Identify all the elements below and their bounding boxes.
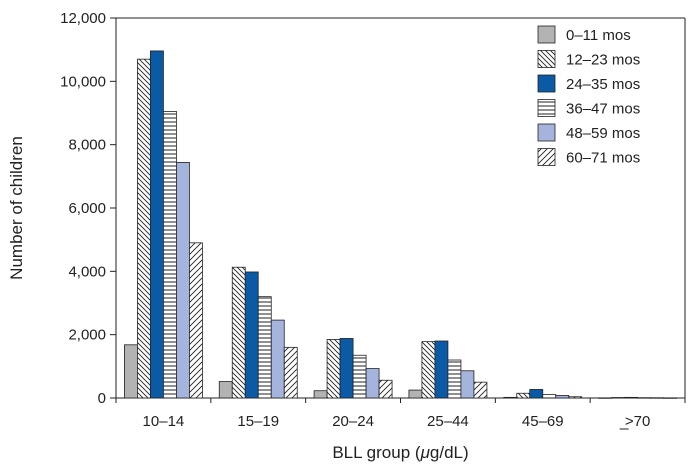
bar: [283, 346, 298, 399]
y-tick-label: 4,000: [68, 263, 106, 280]
bar: [663, 397, 677, 399]
bar: [421, 341, 436, 399]
x-tick-label: 15–19: [237, 413, 279, 430]
bar: [352, 354, 367, 399]
x-tick-label: 10–14: [143, 413, 185, 430]
bar: [516, 392, 531, 399]
y-axis-title: Number of children: [7, 136, 26, 280]
legend-swatch: [537, 123, 556, 142]
bar: [326, 339, 341, 399]
bar: [542, 394, 557, 399]
bar: [473, 381, 488, 399]
x-tick-label: 45–69: [522, 413, 564, 430]
bar: [218, 381, 233, 399]
bar: [650, 397, 664, 399]
legend-label: 60–71 mos: [566, 150, 640, 167]
legend-swatch: [537, 74, 556, 93]
bars: [124, 50, 677, 399]
bar: [189, 242, 203, 399]
bar: [529, 389, 544, 399]
bar: [150, 50, 164, 399]
bar: [568, 396, 583, 399]
legend-swatch: [537, 25, 556, 44]
legend-label: 0–11 mos: [566, 27, 631, 44]
x-tick-label: 20–24: [332, 413, 374, 430]
legend-label: 48–59 mos: [566, 125, 640, 142]
legend-label: 24–35 mos: [566, 76, 640, 93]
y-tick-label: 6,000: [68, 200, 106, 217]
x-axis-title: BLL group (μg/dL): [332, 443, 468, 462]
bar: [339, 338, 354, 399]
y-tick-label: 2,000: [68, 327, 106, 344]
bar: [637, 397, 651, 399]
bar: [163, 111, 177, 399]
bar: [176, 161, 190, 399]
legend-swatch: [537, 99, 556, 117]
legend-swatch: [537, 50, 556, 68]
y-tick-label: 8,000: [68, 137, 106, 154]
x-tick-label: >70: [625, 413, 650, 430]
bar: [313, 390, 328, 399]
legend-label: 12–23 mos: [566, 52, 640, 69]
y-tick-label: 12,000: [60, 10, 106, 27]
bar: [503, 396, 518, 399]
bar: [378, 379, 393, 399]
legend-swatch: [537, 148, 556, 166]
bar: [555, 395, 570, 399]
bar: [408, 389, 423, 399]
bar: [460, 370, 475, 399]
bar: [624, 396, 638, 399]
bar: [434, 340, 449, 399]
bar: [244, 271, 259, 399]
y-tick-label: 0: [98, 390, 106, 407]
bar: [447, 359, 462, 399]
bar: [365, 368, 380, 399]
bar: [611, 397, 625, 399]
bar: [231, 266, 246, 399]
bar: [598, 397, 612, 399]
axes: 0 2,000 4,000 6,000 8,000 10,000 12,000 10–14 15…: [7, 10, 686, 462]
bar: [124, 344, 138, 399]
bar: [137, 58, 151, 399]
legend-label: 36–47 mos: [566, 101, 640, 118]
bar: [270, 319, 285, 399]
y-tick-label: 10,000: [60, 73, 106, 90]
x-tick-label: 25–44: [427, 413, 469, 430]
legend: 0–11 mos 12–23 mos 24–35 mos 36–47 mos 48–59…: [537, 25, 640, 167]
bar: [257, 296, 272, 399]
